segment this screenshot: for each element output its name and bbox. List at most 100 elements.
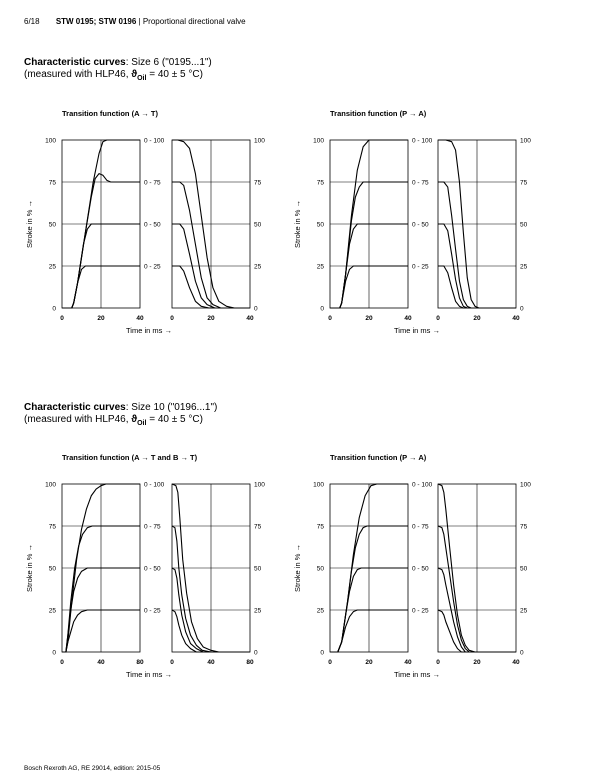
- x-tick-label: 40: [97, 659, 105, 666]
- chart-title: Transition function (P → A): [330, 453, 427, 462]
- y-axis-label: Stroke in % →: [25, 544, 34, 592]
- x-tick-label: 20: [207, 315, 215, 322]
- y-tick-label: 50: [317, 566, 325, 573]
- data-series-curve: [171, 525, 250, 653]
- section-title-rest: : Size 10 ("0196...1"): [125, 402, 218, 413]
- range-label: 0 - 25: [144, 608, 161, 615]
- range-label: 0 - 50: [144, 222, 161, 229]
- data-series-curve: [438, 139, 516, 309]
- y-tick-label-right: 0: [520, 306, 524, 313]
- y-tick-label-right: 25: [520, 608, 528, 615]
- x-tick-label: 40: [246, 315, 254, 322]
- data-series-curve: [172, 181, 250, 309]
- data-series-curve: [171, 567, 250, 653]
- chart: Transition function (P → A) Stroke in % →…: [293, 109, 531, 335]
- y-axis-label: Stroke in % →: [293, 544, 302, 592]
- x-tick-label: 80: [136, 659, 144, 666]
- product-description: Proportional directional valve: [142, 17, 246, 26]
- x-tick-label: 0: [328, 659, 332, 666]
- y-tick-label-right: 50: [254, 222, 262, 229]
- range-label: 0 - 100: [412, 138, 433, 145]
- chart-panel-switch-off: 0 20 40: [436, 139, 520, 322]
- range-label: 0 - 100: [144, 482, 165, 489]
- section-subtitle-post: = 40 ± 5 °C): [146, 69, 203, 80]
- x-axis-label: Time in ms →: [394, 670, 440, 679]
- y-tick-label: 100: [45, 138, 56, 145]
- range-label: 0 - 100: [412, 482, 433, 489]
- data-series-curve: [62, 265, 140, 309]
- chart-panel-switch-on: 0 20 40: [60, 139, 144, 322]
- y-tick-label: 100: [45, 482, 56, 489]
- y-tick-label: 100: [313, 482, 324, 489]
- data-series-curve: [437, 609, 516, 653]
- section-title-rest: : Size 6 ("0195...1"): [125, 57, 212, 68]
- x-tick-label: 40: [207, 659, 215, 666]
- data-series-curve: [438, 265, 516, 309]
- y-tick-label-right: 50: [254, 566, 262, 573]
- y-axis-label: Stroke in % →: [293, 200, 302, 248]
- data-series-curve: [171, 609, 250, 653]
- y-tick-label-right: 25: [254, 608, 262, 615]
- y-tick-label: 75: [49, 180, 57, 187]
- range-label: 0 - 50: [144, 566, 161, 573]
- data-series-curve: [437, 525, 516, 653]
- y-tick-label-right: 0: [254, 306, 258, 313]
- y-tick-label-right: 75: [254, 524, 262, 531]
- chart: Transition function (P → A) Stroke in % →…: [293, 453, 531, 679]
- x-tick-label: 40: [512, 315, 520, 322]
- range-label: 0 - 75: [412, 524, 429, 531]
- y-tick-label: 25: [317, 264, 325, 271]
- y-tick-label: 100: [313, 138, 324, 145]
- x-tick-label: 20: [97, 315, 105, 322]
- data-series-curve: [437, 567, 516, 653]
- x-tick-label: 0: [60, 315, 64, 322]
- page-header: 6/18 STW 0195; STW 0196 | Proportional d…: [24, 17, 246, 26]
- x-tick-label: 40: [136, 315, 144, 322]
- y-tick-label: 50: [49, 222, 57, 229]
- theta-symbol: ϑ: [131, 414, 138, 425]
- range-label: 0 - 100: [144, 138, 165, 145]
- data-series-curve: [171, 483, 250, 653]
- x-tick-label: 0: [436, 315, 440, 322]
- range-label: 0 - 50: [412, 222, 429, 229]
- chart-panel-switch-on: 0 20 40: [328, 139, 412, 322]
- x-tick-label: 20: [365, 659, 373, 666]
- y-tick-label: 0: [320, 306, 324, 313]
- data-series-curve: [330, 609, 408, 653]
- y-tick-label-right: 75: [520, 180, 528, 187]
- chart-panel-switch-off: 0 20 40: [170, 139, 254, 322]
- data-series-curve: [172, 223, 250, 309]
- y-tick-label-right: 25: [520, 264, 528, 271]
- chart: Transition function (A → T and B → T) Str…: [25, 453, 265, 679]
- y-tick-label: 75: [317, 180, 325, 187]
- header-separator: |: [138, 17, 141, 26]
- y-tick-label: 50: [317, 222, 325, 229]
- y-tick-label-right: 75: [520, 524, 528, 531]
- y-tick-label: 0: [52, 306, 56, 313]
- range-label: 0 - 25: [412, 608, 429, 615]
- x-tick-label: 20: [365, 315, 373, 322]
- x-tick-label: 0: [170, 659, 174, 666]
- page-footer: Bosch Rexroth AG, RE 29014, edition: 201…: [24, 765, 161, 772]
- oil-subscript: Oil: [137, 75, 147, 82]
- y-tick-label-right: 100: [254, 482, 265, 489]
- y-axis-label: Stroke in % →: [25, 200, 34, 248]
- y-tick-label: 25: [317, 608, 325, 615]
- range-label: 0 - 75: [412, 180, 429, 187]
- y-tick-label: 75: [49, 524, 57, 531]
- x-axis-label: Time in ms →: [394, 326, 440, 335]
- data-series-curve: [62, 609, 140, 653]
- section-heading-size10: Characteristic curves: Size 10 ("0196...…: [24, 402, 217, 430]
- y-tick-label-right: 100: [520, 138, 531, 145]
- y-tick-label-right: 50: [520, 566, 528, 573]
- x-tick-label: 20: [473, 315, 481, 322]
- section-subtitle-post: = 40 ± 5 °C): [146, 414, 203, 425]
- range-label: 0 - 25: [412, 264, 429, 271]
- theta-symbol: ϑ: [131, 69, 138, 80]
- data-series-curve: [438, 181, 516, 309]
- section-subtitle-pre: (measured with HLP46,: [24, 414, 132, 425]
- y-tick-label: 25: [49, 264, 57, 271]
- section-title-bold: Characteristic curves: [24, 57, 126, 68]
- data-series-curve: [438, 223, 516, 309]
